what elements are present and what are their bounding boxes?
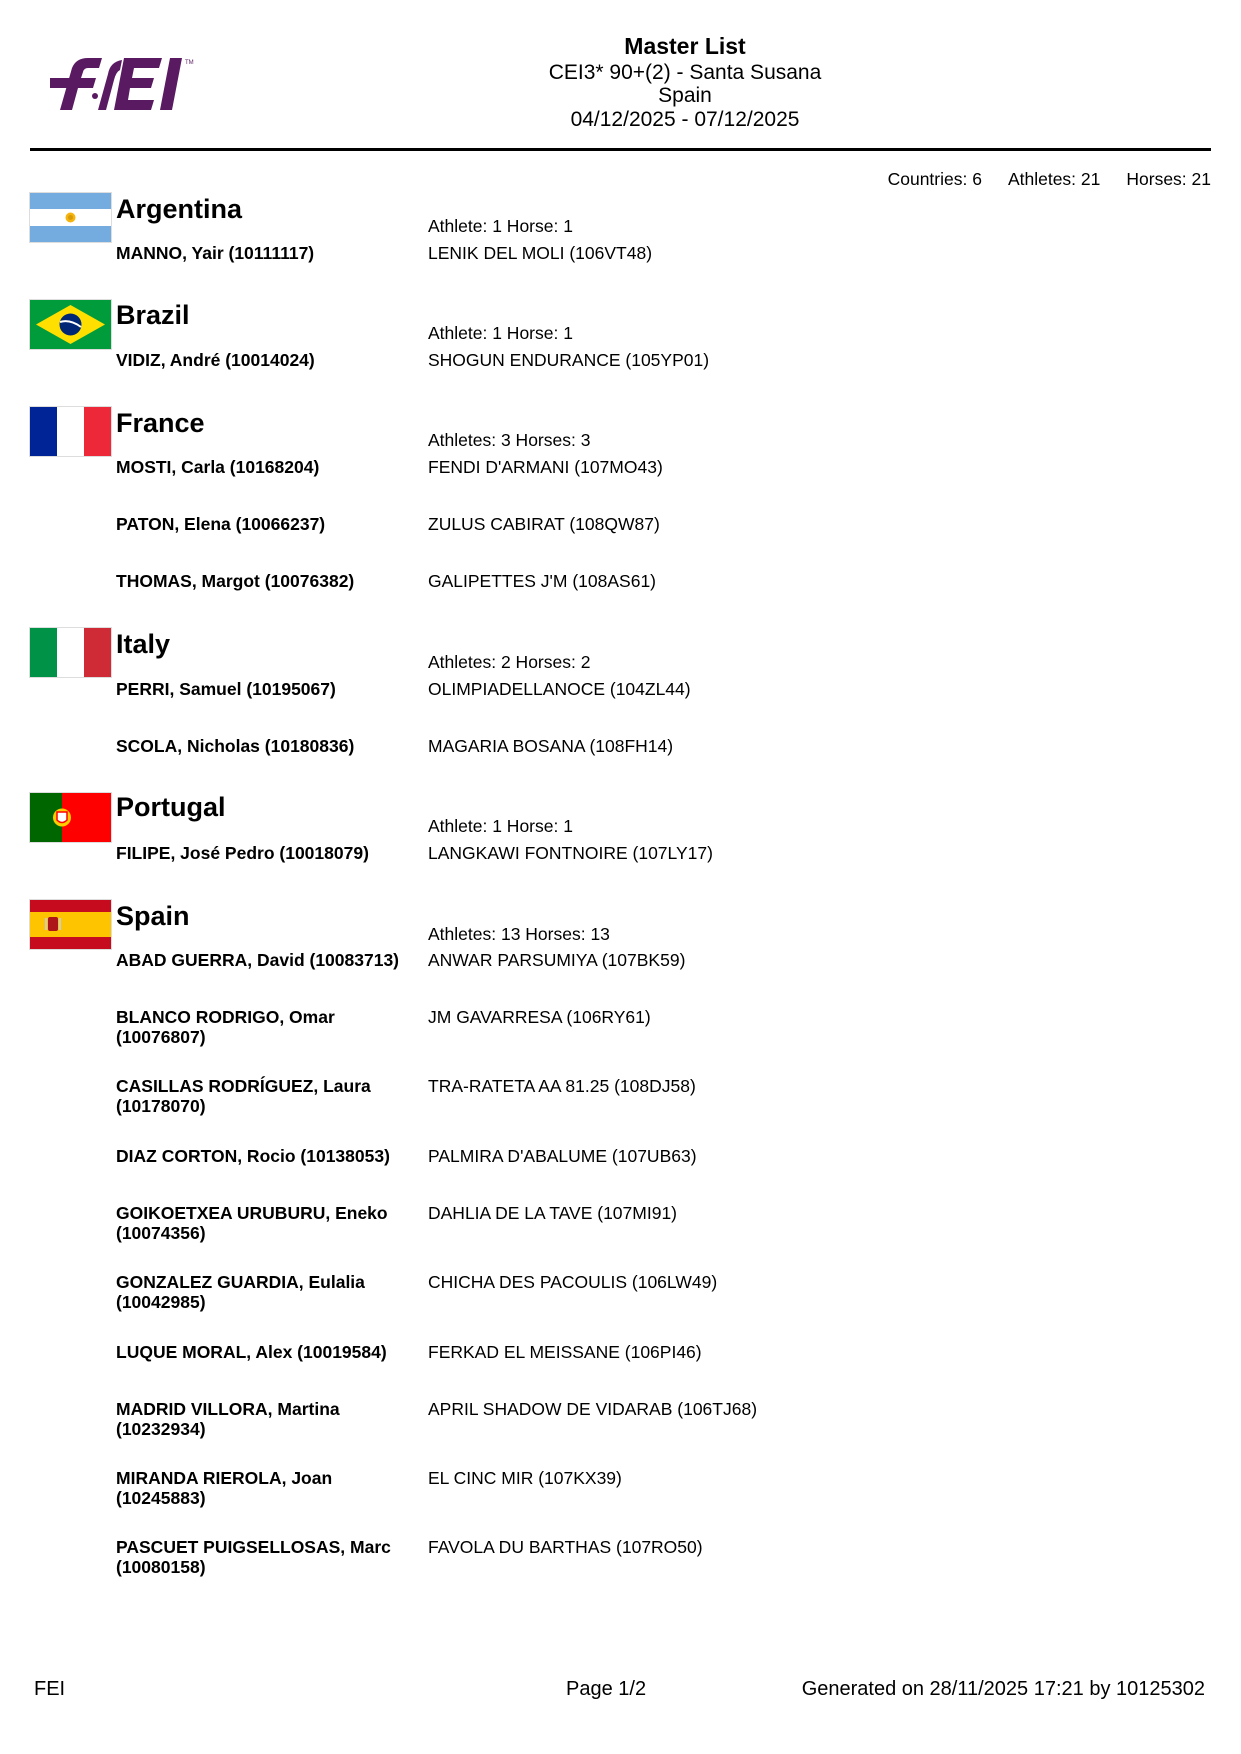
flag-brazil-icon	[30, 300, 111, 349]
fei-logo: TM	[50, 56, 196, 110]
athlete-name: GONZALEZ GUARDIA, Eulalia (10042985)	[116, 1272, 365, 1312]
page-title: Master List	[624, 33, 746, 59]
svg-text:TM: TM	[185, 60, 194, 66]
athletes-count: Athletes: 21	[1007, 169, 1101, 189]
footer-generated: Generated on 28/11/2025 17:21 by 1012530…	[801, 1678, 1205, 1700]
horse-name: ZULUS CABIRAT (108QW87)	[428, 514, 660, 534]
horse-name: ANWAR PARSUMIYA (107BK59)	[428, 950, 686, 970]
horse-name: GALIPETTES J'M (108AS61)	[428, 571, 657, 591]
horse-name: MAGARIA BOSANA (108FH14)	[428, 736, 674, 756]
country-athlete-horse-count: Athlete: 1 Horse: 1	[428, 816, 573, 836]
event-country: Spain	[658, 84, 712, 107]
athlete-name: SCOLA, Nicholas (10180836)	[116, 736, 355, 756]
horse-name: TRA-RATETA AA 81.25 (108DJ58)	[428, 1076, 696, 1096]
athlete-name: CASILLAS RODRÍGUEZ, Laura (10178070)	[116, 1076, 371, 1116]
horse-name: OLIMPIADELLANOCE (104ZL44)	[428, 679, 691, 699]
athlete-name: MANNO, Yair (10111117)	[116, 243, 315, 263]
footer-page-number: Page 1/2	[566, 1678, 647, 1700]
horse-name: APRIL SHADOW DE VIDARAB (106TJ68)	[428, 1399, 758, 1419]
horses-count: Horses: 21	[1126, 169, 1211, 189]
athlete-name: VIDIZ, André (10014024)	[116, 350, 315, 370]
country-athlete-horse-count: Athletes: 13 Horses: 13	[428, 924, 610, 944]
athlete-name: DIAZ CORTON, Rocio (10138053)	[116, 1146, 390, 1166]
athlete-name: PERRI, Samuel (10195067)	[116, 679, 336, 699]
athlete-name: ABAD GUERRA, David (10083713)	[116, 950, 400, 970]
countries-count: Countries: 6	[887, 169, 982, 189]
horse-name: PALMIRA D'ABALUME (107UB63)	[428, 1146, 697, 1166]
athlete-name: PASCUET PUIGSELLOSAS, Marc (10080158)	[116, 1537, 391, 1577]
country-name: Argentina	[116, 194, 243, 224]
flag-italy-icon	[30, 628, 111, 677]
horse-name: FAVOLA DU BARTHAS (107RO50)	[428, 1537, 703, 1557]
horse-name: LENIK DEL MOLI (106VT48)	[428, 243, 653, 263]
horse-name: JM GAVARRESA (106RY61)	[428, 1007, 651, 1027]
footer-org: FEI	[34, 1678, 66, 1700]
athlete-name: FILIPE, José Pedro (10018079)	[116, 843, 369, 863]
header-divider	[30, 148, 1211, 151]
horse-name: DAHLIA DE LA TAVE (107MI91)	[428, 1203, 677, 1223]
country-athlete-horse-count: Athletes: 2 Horses: 2	[428, 652, 591, 672]
horse-name: CHICHA DES PACOULIS (106LW49)	[428, 1272, 718, 1292]
athlete-name: GOIKOETXEA URUBURU, Eneko (10074356)	[116, 1203, 388, 1243]
horse-name: EL CINC MIR (107KX39)	[428, 1468, 622, 1488]
horse-name: FENDI D'ARMANI (107MO43)	[428, 457, 663, 477]
country-name: Italy	[116, 629, 171, 659]
horse-name: LANGKAWI FONTNOIRE (107LY17)	[428, 843, 713, 863]
flag-portugal-icon	[30, 793, 111, 842]
country-name: France	[116, 408, 205, 438]
horse-name: FERKAD EL MEISSANE (106PI46)	[428, 1342, 702, 1362]
athlete-name: THOMAS, Margot (10076382)	[116, 571, 355, 591]
country-name: Portugal	[116, 792, 226, 822]
flag-argentina-icon	[30, 193, 111, 242]
summary-counts: Countries: 6 Athletes: 21 Horses: 21	[888, 169, 1211, 190]
athlete-name: BLANCO RODRIGO, Omar (10076807)	[116, 1007, 335, 1047]
flag-spain-icon	[30, 900, 111, 949]
country-athlete-horse-count: Athletes: 3 Horses: 3	[428, 430, 591, 450]
athlete-name: PATON, Elena (10066237)	[116, 514, 326, 534]
athlete-name: MOSTI, Carla (10168204)	[116, 457, 320, 477]
athlete-name: LUQUE MORAL, Alex (10019584)	[116, 1342, 387, 1362]
athlete-name: MADRID VILLORA, Martina (10232934)	[116, 1399, 340, 1439]
country-name: Brazil	[116, 300, 190, 330]
horse-name: SHOGUN ENDURANCE (105YP01)	[428, 350, 710, 370]
country-athlete-horse-count: Athlete: 1 Horse: 1	[428, 216, 573, 236]
country-name: Spain	[116, 901, 190, 931]
event-dates: 04/12/2025 - 07/12/2025	[570, 108, 800, 131]
country-athlete-horse-count: Athlete: 1 Horse: 1	[428, 323, 573, 343]
flag-france-icon	[30, 407, 111, 456]
event-name: CEI3* 90+(2) - Santa Susana	[548, 61, 822, 84]
athlete-name: MIRANDA RIEROLA, Joan (10245883)	[116, 1468, 333, 1508]
